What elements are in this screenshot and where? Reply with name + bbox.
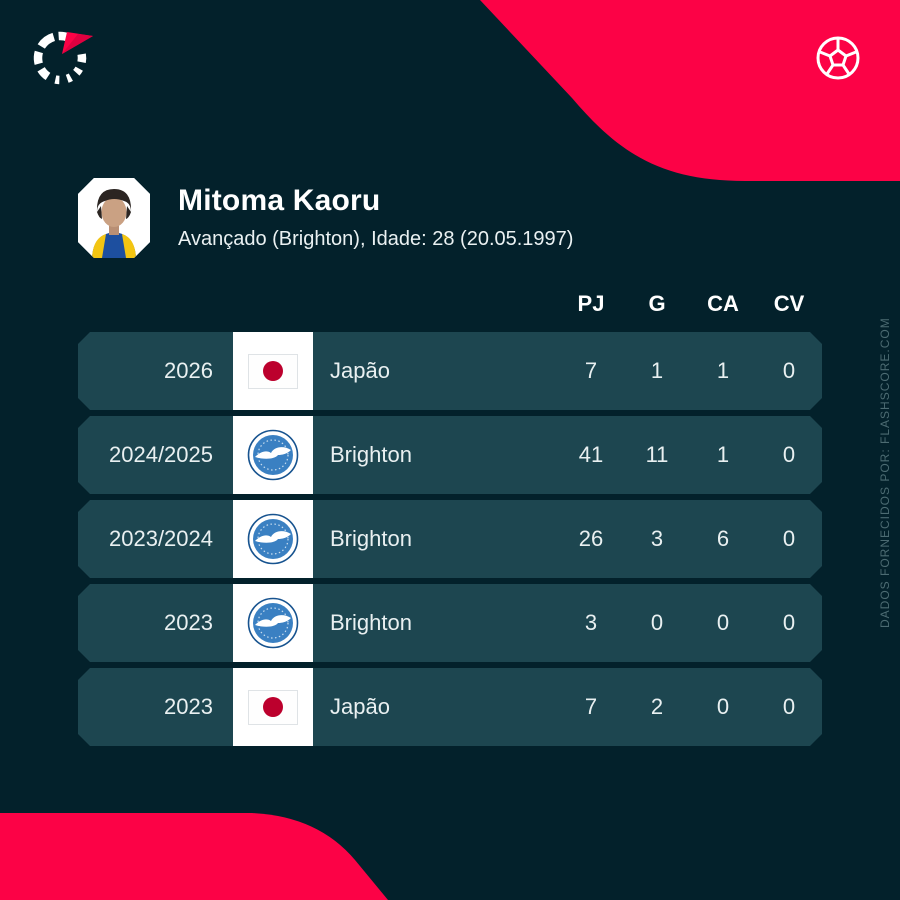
team-name: Brighton (330, 610, 412, 635)
team-name: Brighton (330, 526, 412, 551)
top-right-pink-shape (480, 0, 900, 181)
table-row: 2026 Japão 7 1 1 0 (78, 332, 822, 410)
brighton-crest-icon (247, 597, 299, 649)
stat-matches-played: 3 (584, 610, 598, 635)
player-details: Avançado (Brighton), Idade: 28 (20.05.19… (178, 228, 574, 250)
japan-flag-icon (248, 354, 298, 389)
table-row: 2023 Brighton 3 0 0 0 (78, 584, 822, 662)
season-label: 2023/2024 (109, 526, 213, 551)
stat-matches-played: 26 (578, 526, 604, 551)
player-photo (78, 178, 150, 258)
team-name: Japão (330, 358, 390, 383)
season-label: 2023 (164, 694, 213, 719)
header-yellow-cards: CA (707, 291, 739, 316)
team-name: Japão (330, 694, 390, 719)
stat-red-cards: 0 (782, 442, 796, 467)
team-name: Brighton (330, 442, 412, 467)
japan-flag-icon (248, 690, 298, 725)
soccer-ball-icon (816, 36, 860, 80)
table-row: 2024/2025 Brighton 41 11 1 0 (78, 416, 822, 494)
player-header: Mitoma Kaoru Avançado (Brighton), Idade:… (78, 178, 573, 258)
stat-yellow-cards: 0 (716, 610, 730, 635)
team-badge-cell (233, 584, 313, 662)
stats-rows: 2026 Japão 7 1 1 0 (78, 332, 822, 746)
stat-matches-played: 7 (584, 694, 598, 719)
header-red-cards: CV (773, 291, 805, 316)
stat-goals: 3 (650, 526, 664, 551)
brighton-crest-icon (247, 513, 299, 565)
season-label: 2026 (164, 358, 213, 383)
season-label: 2024/2025 (109, 442, 213, 467)
team-badge-cell (233, 332, 313, 410)
stats-table-header: PJ G CA CV (78, 290, 822, 318)
stat-yellow-cards: 1 (716, 358, 730, 383)
player-meta: Mitoma Kaoru Avançado (Brighton), Idade:… (178, 178, 573, 251)
stat-red-cards: 0 (782, 358, 796, 383)
stat-goals: 1 (650, 358, 664, 383)
stat-goals: 11 (645, 442, 669, 467)
stat-red-cards: 0 (782, 694, 796, 719)
season-label: 2023 (164, 610, 213, 635)
player-avatar (78, 178, 150, 258)
team-badge-cell (233, 668, 313, 746)
player-name: Mitoma Kaoru (178, 184, 381, 217)
data-attribution-text: DADOS FORNECIDOS POR: FLASHSCORE.COM (878, 317, 892, 628)
team-badge-cell (233, 500, 313, 578)
bottom-left-pink-shape (0, 813, 388, 900)
logo-flag-shade (62, 34, 93, 54)
header-matches-played: PJ (577, 291, 605, 316)
stat-matches-played: 7 (584, 358, 598, 383)
stat-matches-played: 41 (578, 442, 604, 467)
flashscore-logo-icon (33, 31, 93, 85)
stat-goals: 2 (650, 694, 664, 719)
stat-yellow-cards: 6 (716, 526, 730, 551)
header-goals: G (648, 291, 666, 316)
stat-yellow-cards: 0 (716, 694, 730, 719)
brighton-crest-icon (247, 429, 299, 481)
stat-red-cards: 0 (782, 526, 796, 551)
table-row: 2023/2024 Brighton 26 3 6 0 (78, 500, 822, 578)
team-badge-cell (233, 416, 313, 494)
stat-red-cards: 0 (782, 610, 796, 635)
season-stats-table: PJ G CA CV 2026 (78, 290, 822, 746)
table-row: 2023 Japão 7 2 0 0 (78, 668, 822, 746)
stat-yellow-cards: 1 (716, 442, 730, 467)
stat-goals: 0 (650, 610, 664, 635)
